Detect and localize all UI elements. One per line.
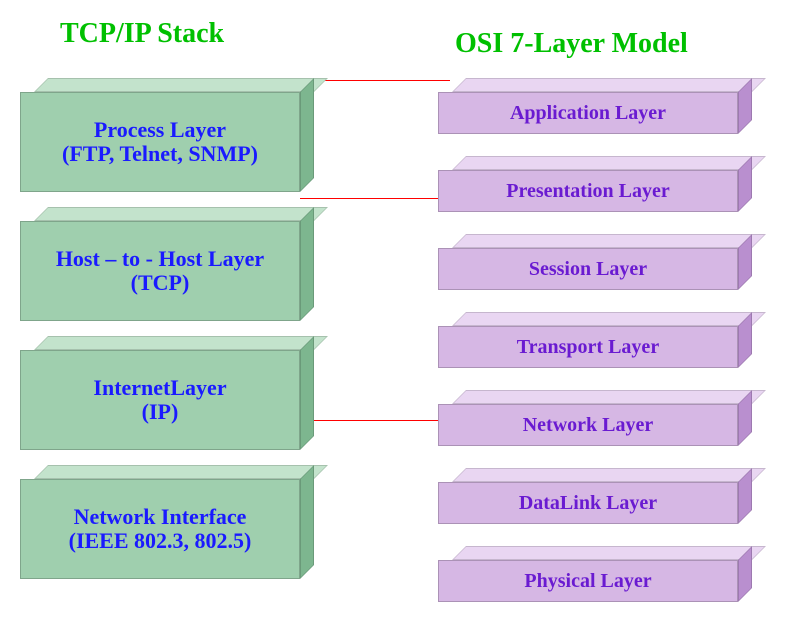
tcpip-layer-block: InternetLayer(IP)	[20, 336, 314, 450]
osi-layer-block: Application Layer	[438, 78, 752, 134]
tcpip-layer-label: InternetLayer	[93, 376, 226, 400]
osi-layer-label: Network Layer	[523, 414, 654, 436]
right-title: OSI 7-Layer Model	[455, 28, 688, 60]
block-right-face	[300, 465, 314, 579]
osi-layer-label: Application Layer	[510, 102, 666, 124]
osi-layer-block: Physical Layer	[438, 546, 752, 602]
block-top-face	[34, 78, 328, 92]
connector-line	[300, 198, 450, 199]
tcpip-layer-label: (IP)	[142, 400, 179, 424]
tcpip-layer-label: (IEEE 802.3, 802.5)	[69, 529, 252, 553]
connector-line	[300, 420, 450, 421]
osi-layer-block: Transport Layer	[438, 312, 752, 368]
osi-layer-label: Physical Layer	[524, 570, 651, 592]
block-front-face: Physical Layer	[438, 560, 738, 602]
block-top-face	[452, 156, 766, 170]
tcpip-layer-label: (FTP, Telnet, SNMP)	[62, 142, 258, 166]
osi-stack-column: Application Layer Presentation Layer Sessi…	[438, 78, 752, 624]
tcpip-layer-block: Network Interface(IEEE 802.3, 802.5)	[20, 465, 314, 579]
block-top-face	[452, 312, 766, 326]
tcpip-layer-label: Host – to - Host Layer	[56, 247, 264, 271]
block-front-face: Transport Layer	[438, 326, 738, 368]
block-front-face: DataLink Layer	[438, 482, 738, 524]
block-front-face: Process Layer(FTP, Telnet, SNMP)	[20, 92, 300, 192]
block-front-face: Application Layer	[438, 92, 738, 134]
left-title: TCP/IP Stack	[60, 18, 224, 50]
osi-layer-block: Session Layer	[438, 234, 752, 290]
block-top-face	[34, 465, 328, 479]
block-right-face	[300, 207, 314, 321]
block-top-face	[452, 468, 766, 482]
block-front-face: Session Layer	[438, 248, 738, 290]
osi-layer-label: Transport Layer	[517, 336, 659, 358]
tcpip-layer-label: Process Layer	[94, 118, 226, 142]
block-top-face	[452, 390, 766, 404]
osi-layer-block: Presentation Layer	[438, 156, 752, 212]
tcpip-layer-label: Network Interface	[74, 505, 247, 529]
osi-layer-label: DataLink Layer	[519, 492, 657, 514]
block-top-face	[452, 546, 766, 560]
osi-layer-label: Session Layer	[529, 258, 647, 280]
tcpip-layer-block: Process Layer(FTP, Telnet, SNMP)	[20, 78, 314, 192]
block-front-face: Presentation Layer	[438, 170, 738, 212]
block-front-face: Network Layer	[438, 404, 738, 446]
block-top-face	[34, 336, 328, 350]
block-front-face: Host – to - Host Layer(TCP)	[20, 221, 300, 321]
block-front-face: InternetLayer(IP)	[20, 350, 300, 450]
tcpip-stack-column: Process Layer(FTP, Telnet, SNMP) Host – t…	[20, 78, 314, 594]
block-right-face	[300, 78, 314, 192]
tcpip-layer-block: Host – to - Host Layer(TCP)	[20, 207, 314, 321]
block-front-face: Network Interface(IEEE 802.3, 802.5)	[20, 479, 300, 579]
block-top-face	[34, 207, 328, 221]
tcpip-layer-label: (TCP)	[131, 271, 190, 295]
block-right-face	[300, 336, 314, 450]
osi-layer-label: Presentation Layer	[506, 180, 670, 202]
block-top-face	[452, 78, 766, 92]
block-top-face	[452, 234, 766, 248]
osi-layer-block: Network Layer	[438, 390, 752, 446]
osi-layer-block: DataLink Layer	[438, 468, 752, 524]
